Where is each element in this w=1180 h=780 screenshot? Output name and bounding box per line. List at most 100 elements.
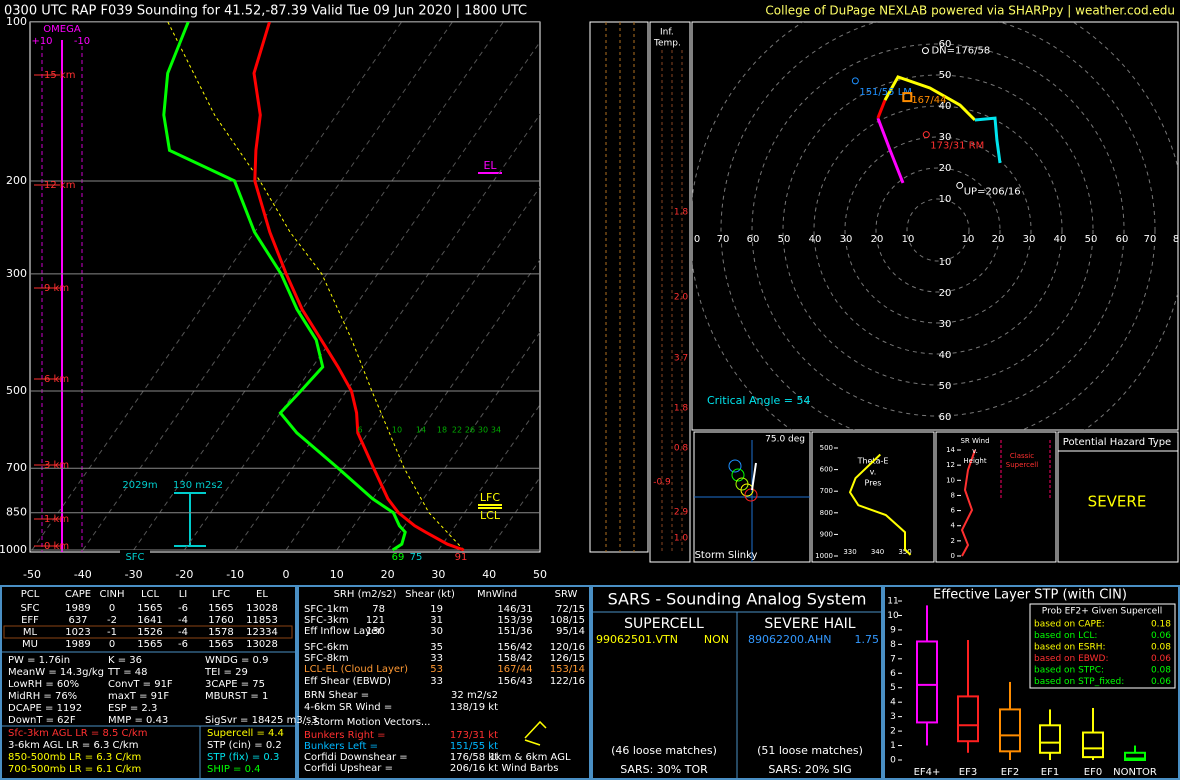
table-cell: 1023 (65, 627, 90, 638)
ring-label: 10 (939, 257, 952, 268)
hodo-x-label: 70 (717, 234, 730, 245)
row-label: SFC-3km (304, 615, 349, 626)
height-label: 6 km (44, 374, 69, 385)
prob-value: 0.06 (1151, 677, 1171, 687)
height-label: 0 km (44, 541, 69, 552)
thetae-y-label: 1000 (815, 552, 833, 560)
hodo-x-label: 20 (871, 234, 884, 245)
table-header: MnWind (477, 589, 517, 600)
srwind-y-label: 8 (951, 491, 955, 499)
mnwind-value: 156/42 (497, 642, 532, 653)
table-header: LI (179, 589, 188, 600)
x-tick-label: -40 (74, 568, 92, 581)
hodo-ring (844, 136, 1032, 324)
marker-label: 167/44 (911, 95, 946, 106)
x-tick-label: 40 (482, 568, 496, 581)
hodo-x-label: 8 (1173, 234, 1179, 245)
y-tick-label: 100 (6, 15, 27, 28)
storm-marker (851, 77, 859, 85)
temperature-trace (252, 22, 465, 552)
hodo-trace (876, 117, 905, 184)
row-label: SFC-1km (304, 604, 349, 615)
sfc-label: SFC (125, 552, 144, 563)
hodo-x-label: 50 (778, 234, 791, 245)
ring-label: 40 (939, 350, 952, 361)
index-value: SigSvr = 18425 m3/s3 (205, 715, 318, 726)
slinky-angle: 75.0 deg (765, 435, 805, 445)
shear-value: 31 (430, 615, 443, 626)
row-label: BRN Shear = (304, 690, 369, 701)
index-value: MidRH = 76% (8, 691, 77, 702)
row-value: 138/19 kt (450, 702, 498, 713)
table-cell: -4 (178, 615, 188, 626)
row-value: 151/55 kt (450, 741, 498, 752)
stp-y-label: 3 (890, 712, 896, 722)
mnwind-value: 151/36 (497, 626, 532, 637)
slinky-ring (744, 488, 758, 502)
composite-index: STP (cin) = 0.2 (207, 740, 282, 751)
lapse-rate: Sfc-3km AGL LR = 8.5 C/km (8, 728, 147, 739)
ring-label: 10 (939, 194, 952, 205)
table-header: CINH (100, 589, 125, 600)
srw-value: 120/16 (550, 642, 585, 653)
row-value: 206/16 kt (450, 763, 498, 774)
srwind-frame (935, 431, 1057, 563)
x-tick-label: 30 (431, 568, 445, 581)
storm-marker (902, 92, 913, 103)
sars-match: 99062501.VTN (596, 633, 678, 646)
storm-marker (922, 131, 930, 139)
lapse-rate: 3-6km AGL LR = 6.3 C/km (8, 740, 138, 751)
ring-label: 40 (939, 101, 952, 112)
hodo-x-label: 60 (1116, 234, 1129, 245)
srwind-title: v. (972, 447, 978, 455)
sars-heading: SEVERE HAIL (764, 616, 855, 632)
thetae-x-label: 330 (843, 548, 856, 556)
slinky-ring (731, 468, 745, 482)
barb-glyph (524, 739, 541, 746)
thetae-y-label: 600 (820, 466, 833, 474)
sars-heading: SUPERCELL (624, 616, 704, 632)
sfc-value: 75 (410, 552, 423, 563)
sars-summary: SARS: 30% TOR (620, 763, 708, 776)
stp-category: EF2 (1001, 767, 1019, 778)
table-cell: 1565 (208, 603, 233, 614)
srw-value: 126/15 (550, 653, 585, 664)
mixing-ratio-label: 18 (437, 426, 447, 435)
mixing-ratio-label: 10 (392, 426, 402, 435)
mixing-ratio-label: 6 (357, 426, 362, 435)
table-cell: EFF (21, 615, 39, 626)
hodo-ring (751, 43, 1125, 417)
row-value: 32 m2/s2 (451, 690, 498, 701)
composite-index: Supercell = 4.4 (207, 728, 284, 739)
hodo-x-label: 10 (902, 234, 915, 245)
x-tick-label: -30 (125, 568, 143, 581)
storm-marker (921, 47, 929, 55)
table-cell: 1989 (65, 603, 90, 614)
ring-label: 60 (939, 39, 952, 50)
hodo-x-label: 20 (992, 234, 1005, 245)
table-cell: 1641 (137, 615, 162, 626)
dewpoint-trace (162, 22, 407, 552)
inferred-title: Temp. (653, 39, 681, 49)
lfc-label: LFC (480, 491, 500, 504)
lapse-rate: 700-500mb LR = 6.1 C/km (8, 764, 141, 775)
mixing-ratio-label: 22 (452, 426, 462, 435)
table-cell: -1 (107, 627, 117, 638)
prob-label: based on ESRH: (1034, 643, 1106, 653)
index-value: PW = 1.76in (8, 655, 70, 666)
srwind-note: Classic (1010, 452, 1034, 460)
inferred-value: 3.7 (674, 354, 688, 364)
stp-y-label: 9 (890, 625, 896, 635)
ring-label: 20 (939, 288, 952, 299)
omega-label: OMEGA (43, 24, 81, 35)
table-cell: SFC (20, 603, 39, 614)
hodo-ring (813, 105, 1063, 355)
srwind-y-label: 6 (951, 507, 956, 515)
marker-label: 173/31 RM (930, 141, 984, 152)
index-value: WNDG = 0.9 (205, 655, 268, 666)
table-cell: 1578 (208, 627, 233, 638)
stp-y-label: 11 (887, 597, 898, 607)
barb-glyph (524, 720, 547, 739)
hodo-ring (875, 167, 1001, 293)
